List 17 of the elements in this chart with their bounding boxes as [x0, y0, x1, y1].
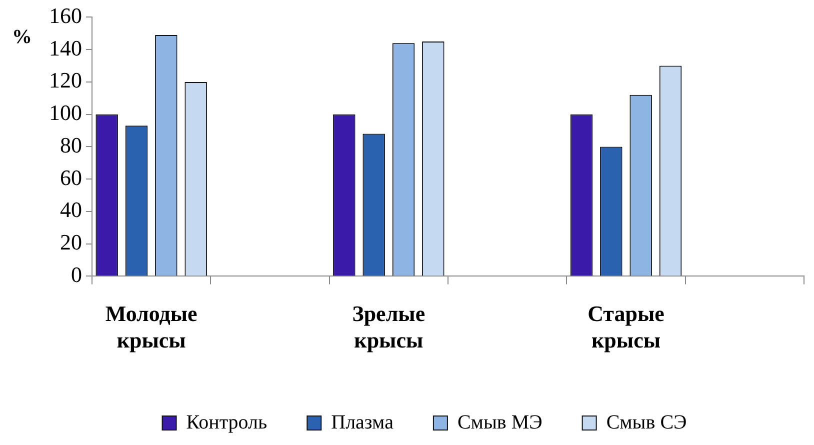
- y-tick-label: 20: [60, 230, 82, 255]
- legend-label: Плазма: [331, 411, 394, 434]
- legend-label: Смыв СЭ: [606, 411, 687, 434]
- y-tick-label: 0: [71, 262, 82, 287]
- y-tick-label: 160: [49, 2, 82, 28]
- y-tick-label: 60: [60, 164, 82, 190]
- legend-label: Смыв МЭ: [457, 411, 542, 434]
- y-axis-title: %: [12, 26, 32, 48]
- y-tick-label: 140: [49, 35, 82, 60]
- y-tick-label: 80: [60, 132, 82, 158]
- x-tick-label: Молодые крысы: [105, 301, 198, 352]
- legend-label: Контроль: [186, 411, 268, 434]
- x-tick-label: Зрелые крысы: [352, 301, 426, 352]
- y-tick-label: 100: [49, 100, 82, 126]
- y-tick-label: 120: [49, 68, 82, 93]
- x-tick-label: Старые крысы: [588, 301, 665, 352]
- y-tick-label: 40: [60, 197, 82, 222]
